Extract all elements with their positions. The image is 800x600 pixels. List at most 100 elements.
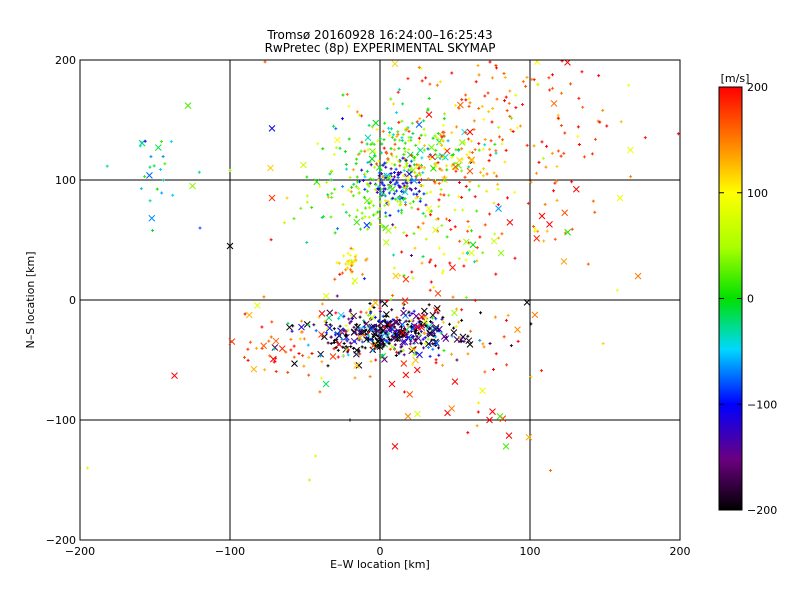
point-plus (450, 334, 454, 338)
point-plus (368, 337, 372, 341)
point-plus (426, 332, 430, 336)
point-cross (368, 314, 376, 321)
point-plus (443, 178, 447, 182)
point-cross (634, 272, 642, 280)
point-plus (402, 348, 406, 352)
point-plus (375, 190, 379, 194)
point-plus (555, 198, 559, 202)
point-plus (348, 321, 352, 325)
point-plus (389, 167, 393, 171)
point-plus (442, 147, 446, 151)
point-plus (481, 174, 485, 178)
point-cross (425, 111, 433, 118)
point-plus (369, 201, 373, 205)
point-plus (363, 172, 367, 176)
point-plus (403, 186, 407, 190)
point-plus (301, 354, 305, 358)
point-plus (378, 306, 382, 310)
point-plus (493, 142, 497, 146)
point-plus (437, 205, 441, 209)
point-plus (397, 146, 401, 150)
point-plus (501, 138, 505, 142)
point-plus (387, 186, 391, 190)
point-plus (367, 330, 371, 334)
point-cross (401, 297, 409, 304)
point-plus (419, 342, 423, 346)
point-plus (502, 71, 506, 75)
point-plus (289, 348, 293, 352)
point-plus (428, 82, 432, 86)
point-plus (377, 185, 381, 189)
point-cross (525, 433, 533, 441)
point-plus (412, 156, 416, 160)
point-plus (414, 143, 418, 147)
point-plus (521, 80, 525, 84)
point-plus (163, 162, 167, 166)
point-cross (363, 336, 370, 343)
point-plus (346, 348, 350, 352)
point-cross (303, 320, 311, 328)
point-plus (494, 272, 498, 276)
point-cross (538, 212, 546, 220)
point-plus (366, 160, 370, 164)
point-cross (452, 163, 459, 171)
point-plus (533, 229, 537, 233)
point-plus (494, 64, 498, 68)
point-plus (593, 137, 597, 141)
point-plus (349, 246, 353, 250)
point-plus (643, 136, 647, 140)
point-plus (369, 359, 373, 363)
point-plus (451, 153, 455, 157)
point-plus (502, 335, 506, 339)
point-plus (436, 137, 440, 141)
point-plus (344, 333, 347, 337)
point-cross (353, 346, 361, 354)
point-plus (409, 325, 413, 329)
point-plus (488, 147, 492, 151)
point-plus (358, 315, 362, 319)
point-plus (389, 297, 393, 301)
point-plus (398, 138, 402, 142)
point-plus (466, 12, 469, 15)
point-cross (451, 309, 458, 317)
point-plus (424, 342, 428, 346)
point-cross (171, 372, 178, 379)
point-plus (335, 261, 339, 265)
point-plus (138, 144, 142, 148)
point-cross (322, 380, 330, 388)
point-plus (465, 252, 469, 256)
point-plus (366, 227, 370, 231)
point-plus (408, 201, 412, 205)
point-plus (389, 152, 393, 156)
point-plus (348, 418, 352, 422)
point-plus (373, 165, 377, 169)
point-cross (449, 264, 456, 271)
point-plus (442, 348, 446, 352)
point-plus (320, 302, 324, 306)
point-plus (379, 300, 383, 304)
point-plus (380, 142, 384, 146)
point-plus (347, 214, 351, 218)
point-plus (525, 75, 529, 79)
point-plus (373, 150, 377, 154)
gridlines (80, 60, 680, 540)
point-plus (445, 168, 449, 172)
point-plus (377, 159, 381, 163)
point-plus (434, 218, 438, 222)
point-plus (529, 180, 533, 184)
point-cross (533, 235, 541, 242)
point-plus (392, 253, 396, 257)
point-plus (431, 136, 435, 140)
point-plus (440, 135, 444, 139)
point-plus (440, 168, 444, 172)
point-plus (415, 173, 419, 177)
point-plus (379, 172, 383, 176)
point-plus (344, 324, 348, 328)
x-tick-label: 0 (377, 545, 384, 558)
point-plus (419, 165, 423, 169)
point-plus (422, 148, 426, 152)
point-plus (563, 131, 567, 135)
point-cross (329, 353, 337, 360)
point-plus (419, 66, 423, 70)
point-plus (439, 133, 443, 137)
